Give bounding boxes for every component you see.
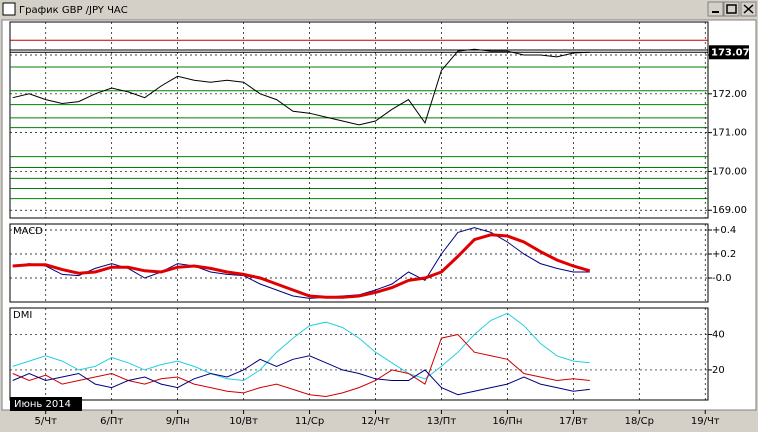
close-button[interactable] (740, 1, 757, 17)
y-tick-label: 169.00 (712, 205, 747, 216)
panel-title: MACD (13, 226, 43, 237)
x-tick-label: 19/Чт (691, 416, 720, 427)
series-line (12, 333, 590, 398)
y-tick-label: 20 (712, 365, 725, 376)
x-tick-label: 17/Вт (559, 416, 588, 427)
x-tick-label: 9/Пн (166, 416, 190, 427)
panel (9, 223, 709, 303)
x-tick-label: 13/Пт (427, 416, 457, 427)
x-tick-label: 18/Ср (625, 416, 654, 427)
y-tick-label: +0.4 (712, 225, 736, 236)
window-title: График GBP /JPY ЧАС (19, 5, 128, 16)
period-label: Июнь 2014 (14, 399, 71, 410)
x-tick-label: 5/Чт (35, 416, 58, 427)
panel-title: DMI (13, 310, 32, 321)
y-tick-label: 172.00 (712, 89, 747, 100)
series-line (12, 355, 590, 396)
series-line (12, 233, 591, 299)
series-line (12, 312, 590, 382)
x-tick-label: 16/Пн (492, 416, 522, 427)
y-tick-label: 171.00 (712, 128, 747, 139)
x-tick-label: 6/Пт (100, 416, 123, 427)
window-icon (2, 2, 16, 16)
panel (9, 307, 709, 401)
series-line (12, 48, 590, 126)
x-tick-label: 11/Ср (295, 416, 324, 427)
y-tick-label: 40 (712, 330, 725, 341)
y-tick-label: -0.0 (712, 273, 732, 284)
x-tick-label: 10/Вт (229, 416, 258, 427)
last-price-label: 173.07 (711, 47, 750, 58)
minimize-button[interactable] (707, 1, 724, 17)
x-tick-label: 12/Чт (361, 416, 390, 427)
title-bar (0, 0, 758, 18)
maximize-button[interactable] (723, 1, 740, 17)
y-tick-label: +0.2 (712, 249, 736, 260)
last-price-box (709, 45, 749, 60)
period-box (10, 397, 82, 411)
y-tick-label: 170.00 (712, 166, 747, 177)
